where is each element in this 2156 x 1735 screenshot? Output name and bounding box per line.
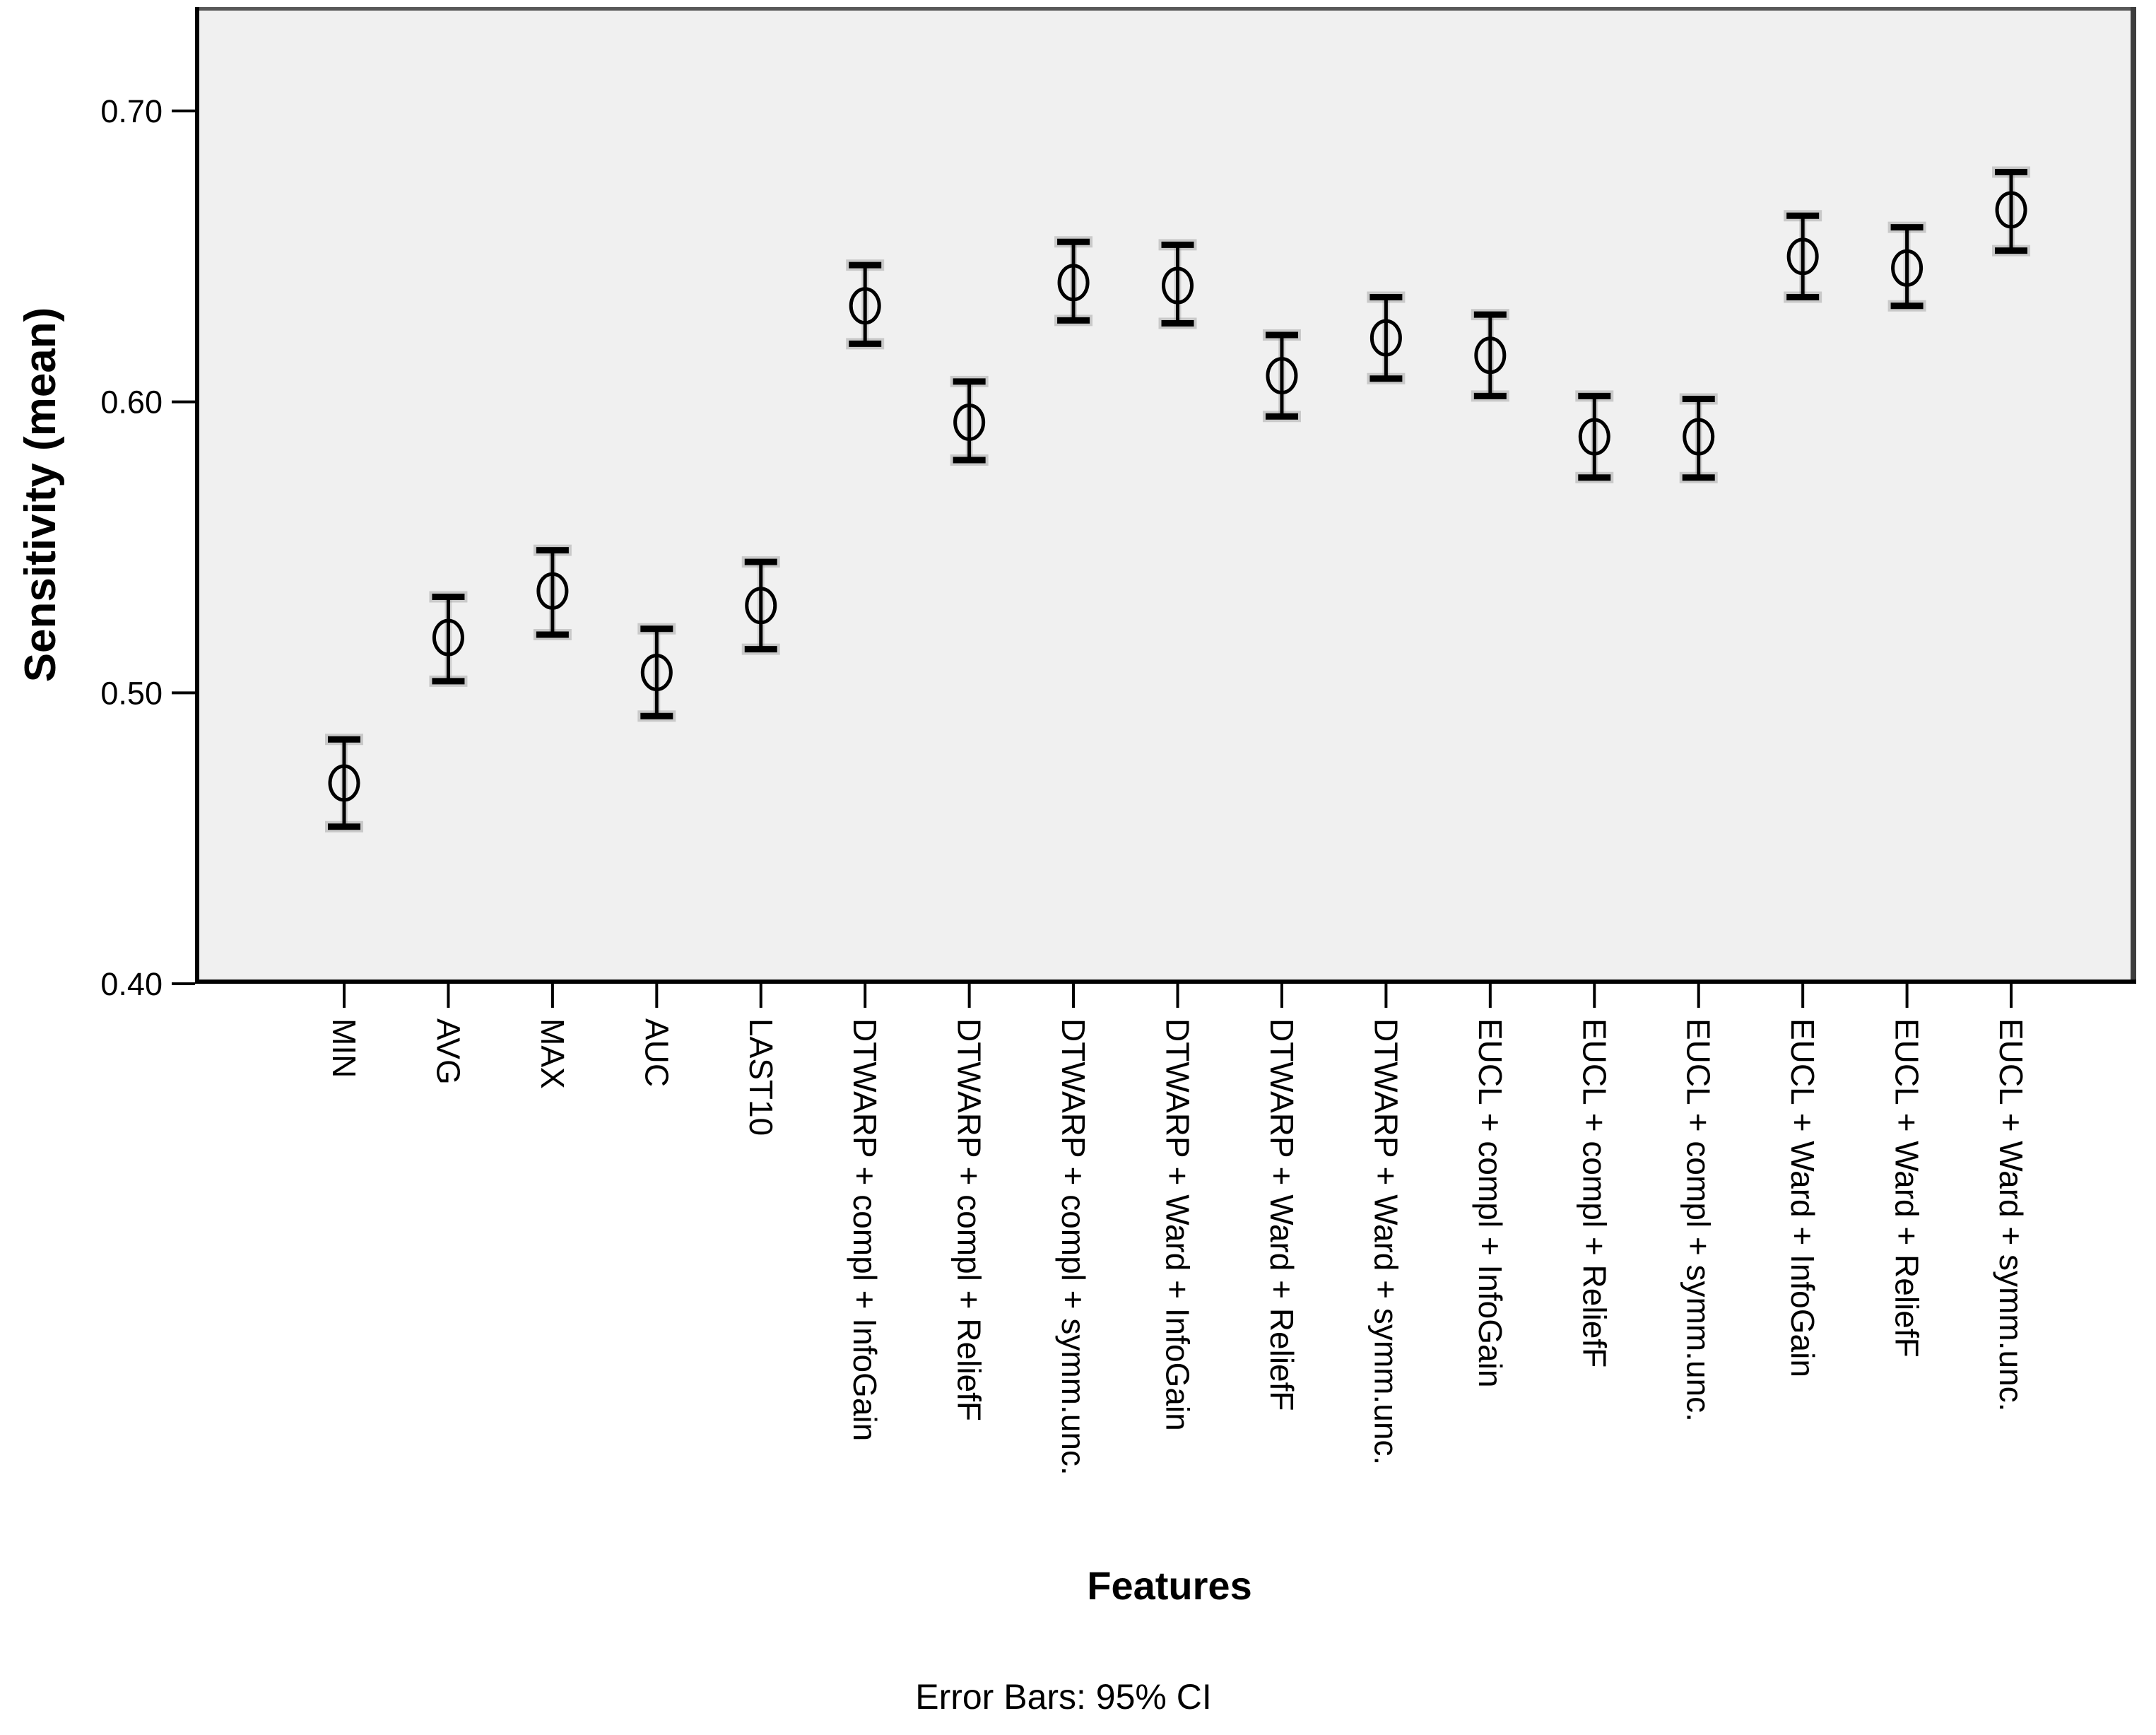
error-bar-point	[325, 734, 363, 833]
error-bar-point	[637, 623, 676, 722]
error-bar-point	[846, 259, 885, 350]
plot-area	[195, 7, 2136, 984]
y-tick-label: 0.50	[100, 675, 163, 711]
mean-marker-circle	[1369, 319, 1402, 357]
mean-marker-circle	[1891, 249, 1924, 287]
mean-marker-circle	[1474, 336, 1507, 375]
error-bar-point	[1784, 210, 1822, 303]
y-axis: 0.40 0.50 0.60 0.70	[100, 93, 195, 1002]
x-category-label: EUCL + Ward + InfoGain	[1784, 1018, 1821, 1377]
y-tick-label: 0.40	[100, 966, 163, 1002]
error-bar-point	[1367, 291, 1406, 384]
y-tick-label: 0.70	[100, 93, 163, 129]
x-category-label: EUCL + compl + symm.unc.	[1680, 1018, 1717, 1422]
x-category-label: EUCL + Ward + symm.unc.	[1993, 1018, 2030, 1411]
x-category-label: DTWARP + Ward + InfoGain	[1160, 1018, 1196, 1431]
mean-marker-circle	[953, 403, 986, 441]
x-category-label: MAX	[534, 1018, 571, 1089]
chart-footnote: Error Bars: 95% CI	[915, 1677, 1212, 1717]
error-bar-point	[1471, 309, 1509, 402]
mean-marker-circle	[1578, 418, 1610, 456]
mean-marker-circle	[1266, 357, 1298, 395]
x-category-label: AUC	[638, 1018, 675, 1087]
error-bar-point	[1054, 236, 1093, 327]
x-category-label: LAST10	[743, 1018, 779, 1136]
error-bar-point	[950, 375, 989, 466]
error-bar-series	[325, 166, 2031, 833]
error-bar-point	[1262, 329, 1301, 423]
error-bar-point	[1158, 239, 1197, 329]
x-category-label: DTWARP + compl + symm.unc.	[1055, 1018, 1092, 1476]
error-bar-point	[1887, 221, 1926, 312]
error-bar-point	[741, 556, 780, 655]
x-category-label: DTWARP + Ward + ReliefF	[1263, 1018, 1300, 1411]
error-bar-point	[1992, 166, 2031, 257]
x-axis-title: Features	[1087, 1563, 1251, 1608]
mean-marker-circle	[1162, 266, 1194, 305]
mean-marker-circle	[432, 618, 464, 657]
error-bar-point	[429, 591, 468, 687]
plot-border	[195, 7, 2136, 984]
x-category-label: EUCL + compl + ReliefF	[1576, 1018, 1613, 1368]
x-category-label: DTWARP + compl + ReliefF	[951, 1018, 988, 1421]
mean-marker-circle	[1057, 264, 1090, 302]
y-axis-title: Sensitivity (mean)	[16, 307, 65, 683]
mean-marker-circle	[640, 654, 673, 692]
x-category-label: DTWARP + Ward + symm.unc.	[1367, 1018, 1404, 1465]
mean-marker-circle	[849, 287, 881, 325]
error-bar-point	[1679, 393, 1718, 483]
x-category-label: EUCL + compl + InfoGain	[1472, 1018, 1509, 1387]
mean-marker-circle	[328, 764, 360, 802]
y-tick-label: 0.60	[100, 384, 163, 420]
error-bar-point	[1575, 390, 1614, 483]
x-category-label: DTWARP + compl + InfoGain	[847, 1018, 883, 1441]
x-category-label: EUCL + Ward + ReliefF	[1889, 1018, 1926, 1358]
mean-marker-circle	[1995, 191, 2027, 229]
mean-marker-circle	[536, 572, 569, 610]
mean-marker-circle	[1786, 237, 1819, 276]
x-category-label: AVG	[430, 1018, 466, 1085]
x-category-label: MIN	[326, 1018, 363, 1078]
x-axis: MIN AVG MAX AUC LAST10 DTWARP + compl + InfoG…	[326, 984, 2030, 1476]
mean-marker-circle	[745, 587, 777, 625]
error-bar-point	[533, 544, 572, 640]
mean-marker-circle	[1683, 418, 1715, 456]
